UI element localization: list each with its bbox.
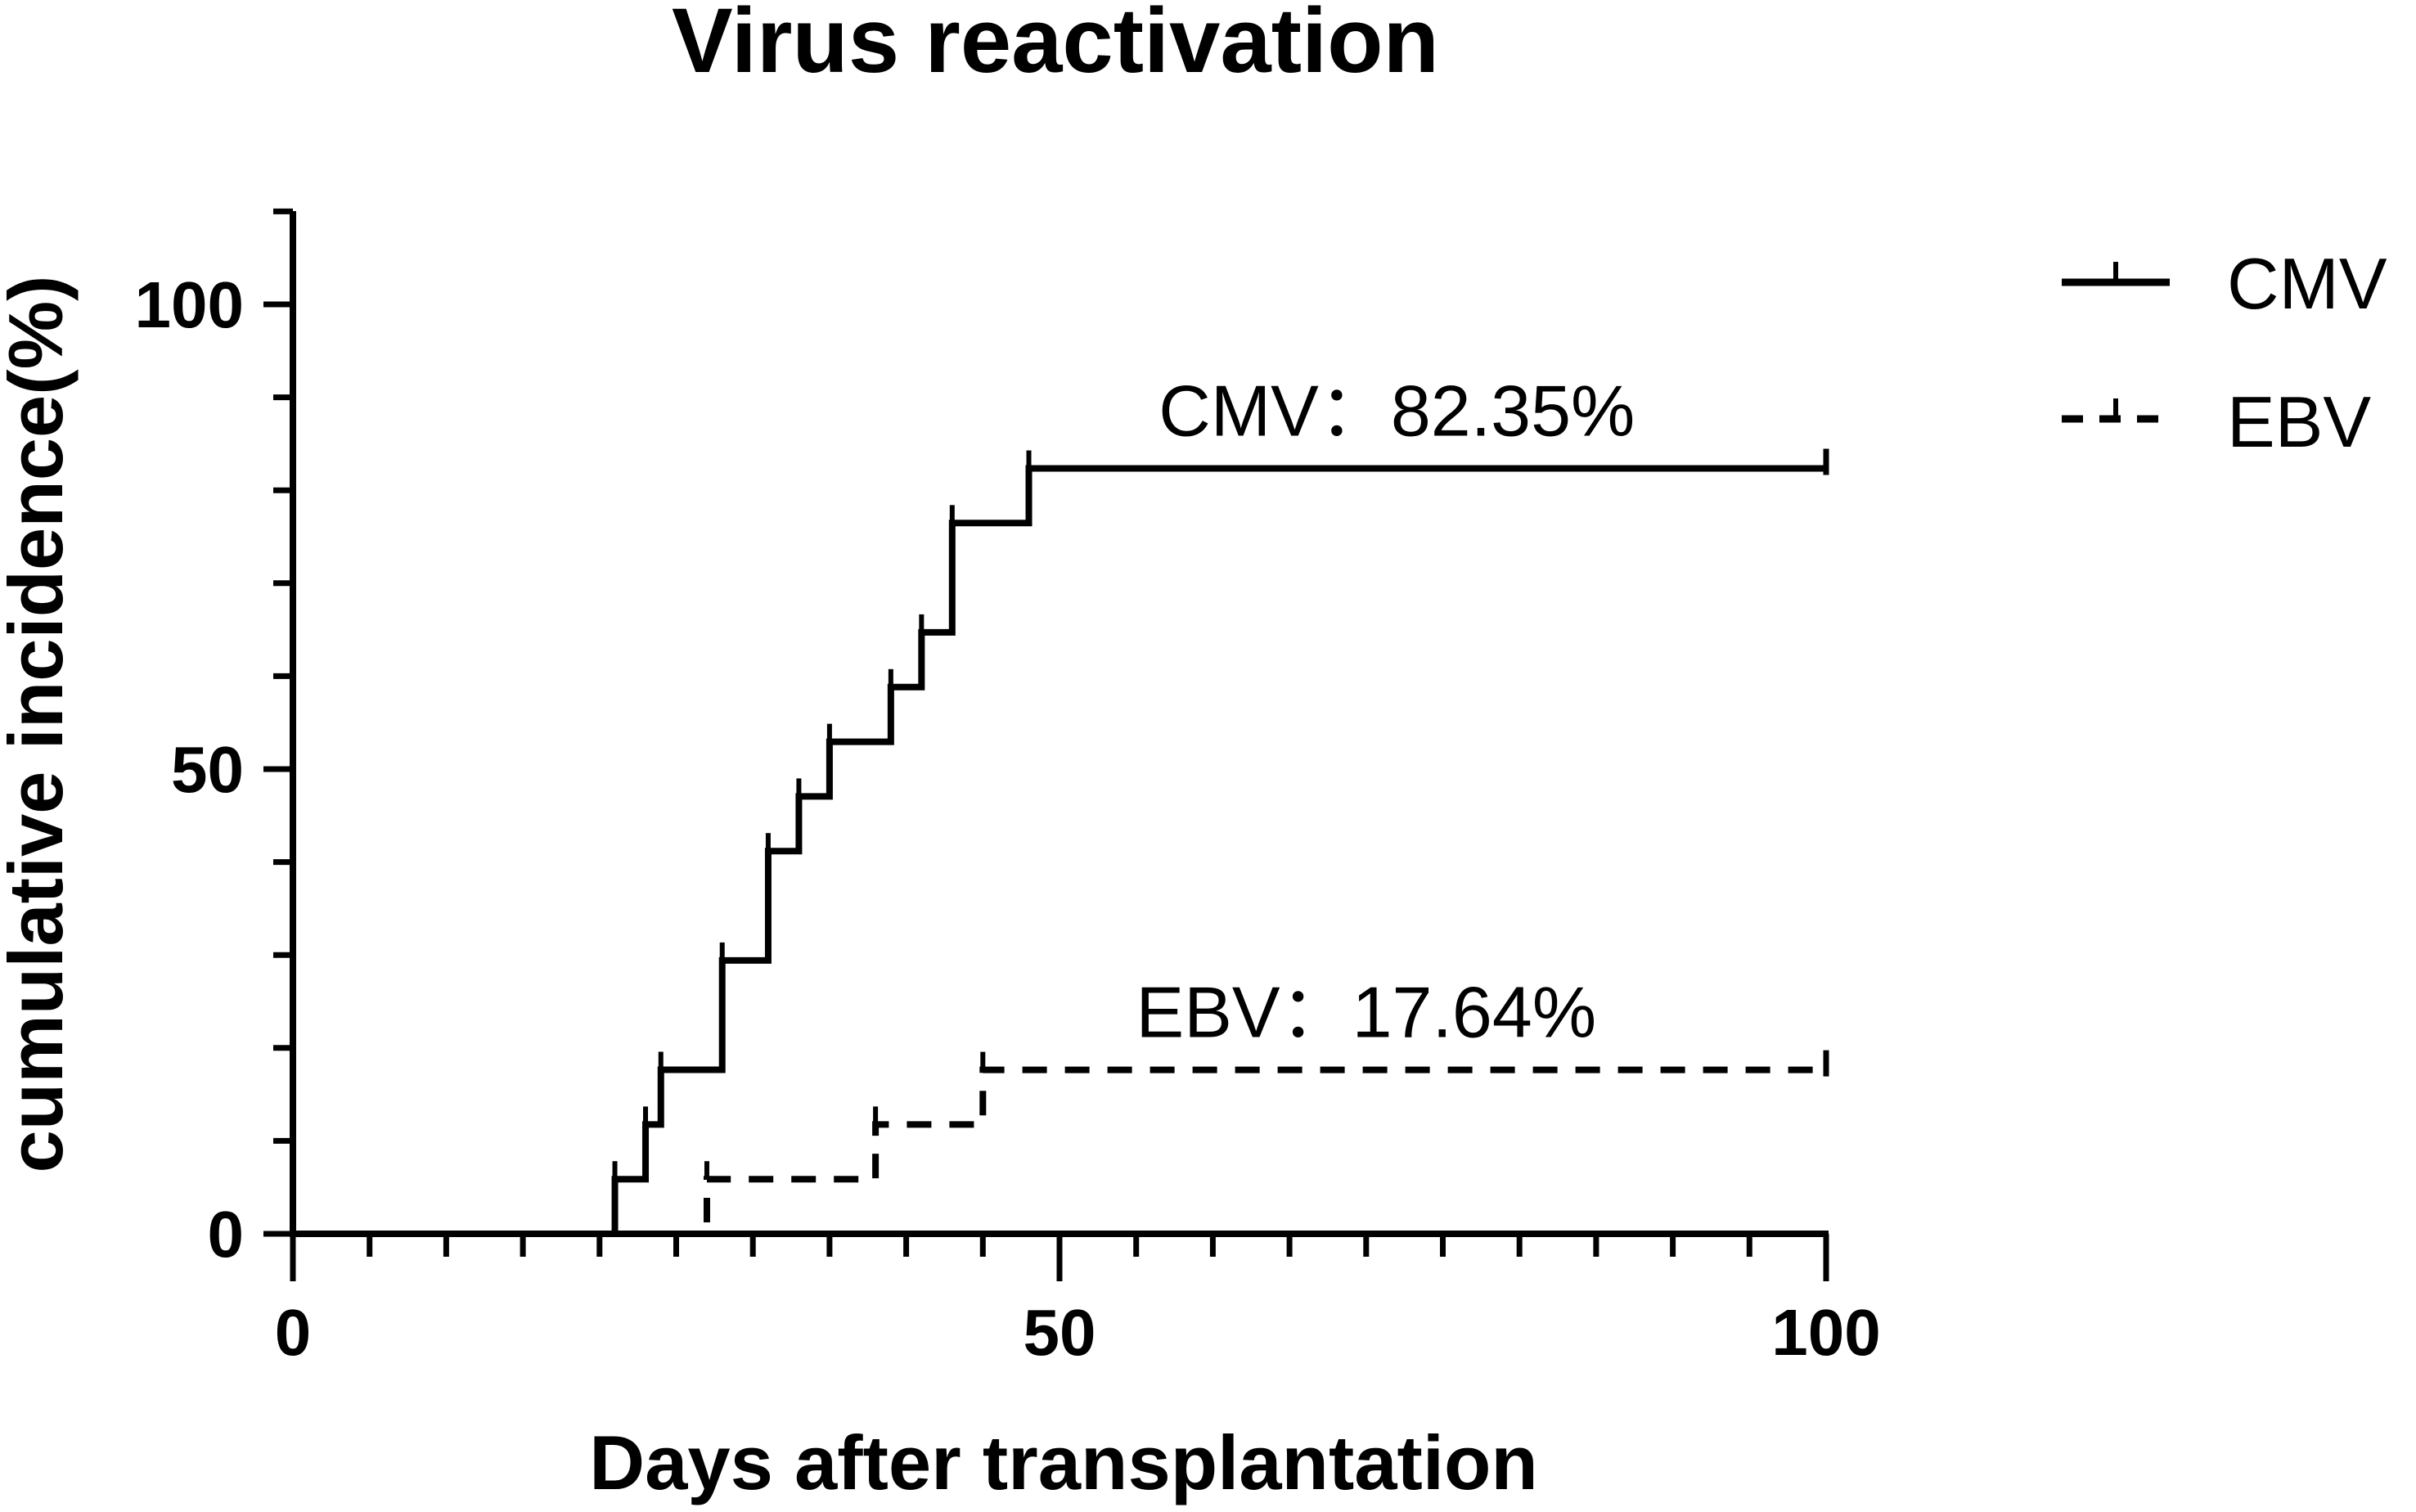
annotation-cmv: CMV：82.35% <box>1159 371 1635 452</box>
x-axis-label: Days after transplantation <box>589 1420 1538 1505</box>
series-lines <box>293 448 1829 1237</box>
tick-marks <box>263 208 1829 1281</box>
series-line-ebv <box>293 1066 1826 1237</box>
legend: CMV EBV <box>2062 243 2387 462</box>
chart-title: Virus reactivation <box>672 0 1439 92</box>
legend-label-ebv: EBV <box>2227 381 2371 462</box>
y-axis-label: cumulative incidence(%) <box>0 276 79 1173</box>
y-tick-label: 100 <box>135 268 244 341</box>
legend-item-ebv: EBV <box>2062 381 2371 462</box>
x-tick-label: 0 <box>275 1296 312 1369</box>
tick-labels: 0 50 100 0 50 100 <box>135 268 1881 1369</box>
annotation-ebv: EBV：17.64% <box>1136 972 1597 1053</box>
series-line-cmv <box>293 465 1826 1237</box>
y-tick-label: 50 <box>171 733 244 806</box>
y-tick-label: 0 <box>208 1198 245 1271</box>
annotations: CMV：82.35% EBV：17.64% <box>1136 371 1635 1053</box>
legend-item-cmv: CMV <box>2062 243 2387 324</box>
legend-label-cmv: CMV <box>2227 243 2387 324</box>
x-tick-label: 50 <box>1024 1296 1096 1369</box>
x-tick-label: 100 <box>1771 1296 1880 1369</box>
axes <box>290 211 1829 1237</box>
